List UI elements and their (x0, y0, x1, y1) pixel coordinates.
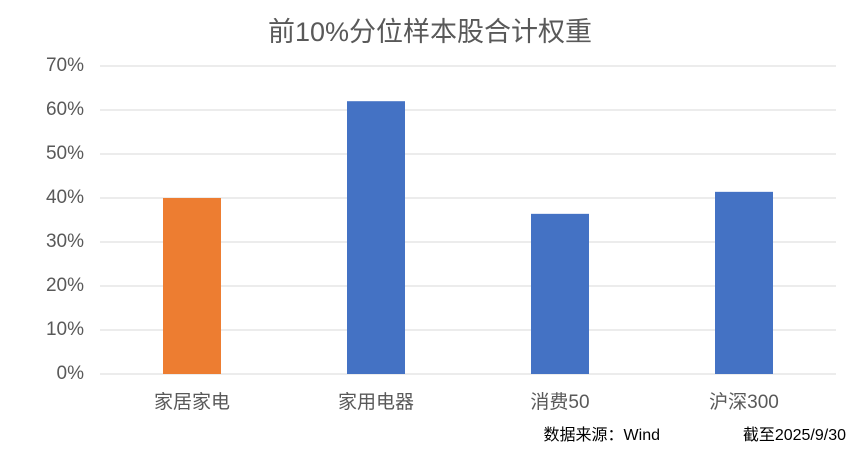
y-tick-label: 40% (46, 187, 84, 208)
y-tick-label: 30% (46, 231, 84, 252)
source-note: 数据来源：Wind (544, 426, 660, 444)
x-tick-label: 家居家电 (154, 391, 230, 413)
y-tick-label: 20% (46, 275, 84, 296)
x-tick-label: 家用电器 (338, 391, 414, 413)
x-tick-label: 沪深300 (709, 391, 779, 413)
x-tick-label: 消费50 (530, 391, 589, 413)
date-note: 截至2025/9/30 (743, 426, 846, 444)
bar (715, 191, 773, 374)
y-tick-label: 0% (57, 363, 85, 384)
y-tick-label: 50% (46, 143, 84, 164)
y-tick-label: 10% (46, 319, 84, 340)
y-tick-label: 60% (46, 99, 84, 120)
y-tick-label: 70% (46, 55, 84, 76)
bar (163, 198, 221, 374)
bar (531, 213, 589, 374)
chart-title: 前10%分位样本股合计权重 (268, 17, 592, 47)
bar (347, 101, 405, 374)
